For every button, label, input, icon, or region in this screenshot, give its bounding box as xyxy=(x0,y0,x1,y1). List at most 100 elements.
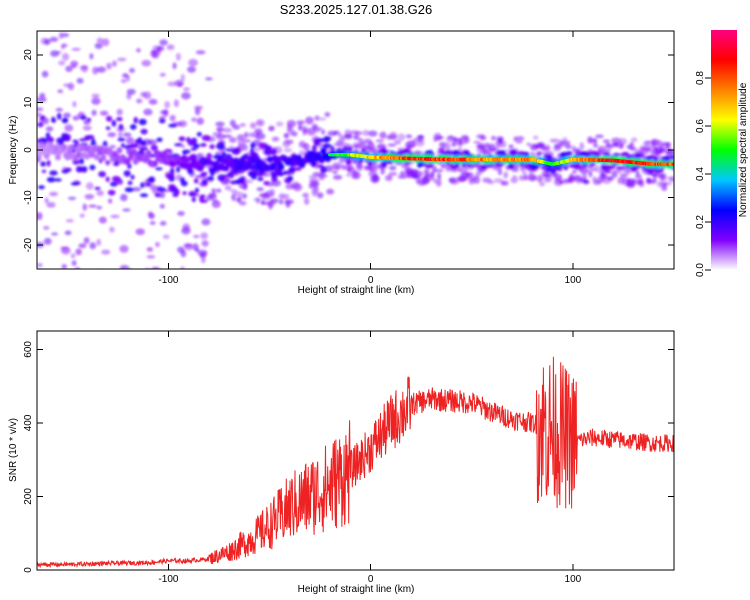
heatmap-cell xyxy=(124,187,134,193)
heatmap-cell xyxy=(433,178,438,184)
heatmap-cell xyxy=(46,159,51,167)
heatmap-cell xyxy=(112,60,117,67)
heatmap-cell xyxy=(126,92,132,100)
heatmap-cell xyxy=(426,175,435,181)
heatmap-cell xyxy=(588,138,598,144)
heatmap-cell xyxy=(549,138,560,143)
heatmap-cell xyxy=(60,246,69,250)
heatmap-cell xyxy=(316,138,326,143)
heatmap-cell xyxy=(80,115,87,120)
heatmap-cell xyxy=(138,118,147,126)
heatmap-cell xyxy=(190,147,197,151)
heatmap-cell xyxy=(92,66,99,75)
heatmap-cell xyxy=(106,62,112,70)
heatmap-cell xyxy=(148,176,156,183)
heatmap-cell xyxy=(119,264,130,269)
heatmap-cell xyxy=(511,175,518,179)
heatmap-cell xyxy=(522,170,527,175)
heatmap-cell xyxy=(195,175,200,179)
heatmap-cell xyxy=(346,146,353,152)
heatmap-cell xyxy=(243,131,249,139)
heatmap-cell xyxy=(255,119,265,127)
heatmap-cell xyxy=(205,176,215,181)
heatmap-cell xyxy=(170,167,175,175)
spectrogram-y-ticks: -20 -10 0 10 20 xyxy=(23,49,674,252)
heatmap-cell xyxy=(96,190,104,196)
heatmap-cell xyxy=(261,192,271,200)
heatmap-cell xyxy=(56,137,65,144)
heatmap-cell xyxy=(611,169,618,178)
heatmap-cell xyxy=(72,158,80,165)
heatmap-cell xyxy=(490,135,496,141)
heatmap-cell xyxy=(405,134,413,139)
heatmap-cell xyxy=(477,142,485,149)
heatmap-cell xyxy=(130,124,137,130)
heatmap-cell xyxy=(184,243,194,251)
colorbar-tick-label: 0.6 xyxy=(695,119,706,133)
heatmap-cell xyxy=(231,147,240,153)
heatmap-cell xyxy=(61,169,70,174)
heatmap-cell xyxy=(158,157,165,164)
heatmap-cell xyxy=(205,195,214,201)
heatmap-cell xyxy=(89,53,94,60)
heatmap-cell xyxy=(224,185,232,191)
heatmap-cell xyxy=(169,114,176,122)
heatmap-cell xyxy=(222,127,233,133)
heatmap-cell xyxy=(183,87,190,91)
heatmap-cell xyxy=(606,176,615,181)
heatmap-cell xyxy=(387,143,397,147)
heatmap-cell xyxy=(185,136,191,143)
heatmap-cell xyxy=(44,197,49,204)
heatmap-cell xyxy=(180,266,185,269)
heatmap-cell xyxy=(238,201,247,206)
heatmap-cell xyxy=(108,198,113,204)
heatmap-cell xyxy=(137,137,143,143)
heatmap-cell xyxy=(150,144,158,151)
heatmap-cell xyxy=(184,156,191,163)
heatmap-cell xyxy=(253,147,261,152)
heatmap-cell xyxy=(321,129,326,135)
heatmap-cell xyxy=(518,175,527,181)
heatmap-cell xyxy=(323,136,330,143)
heatmap-cell xyxy=(216,188,222,193)
heatmap-cell xyxy=(178,136,186,142)
heatmap-cell xyxy=(180,73,185,82)
heatmap-cell xyxy=(240,177,245,184)
heatmap-cell xyxy=(422,178,427,185)
heatmap-cell xyxy=(131,148,138,156)
heatmap-cell xyxy=(201,134,211,142)
heatmap-cell xyxy=(146,255,156,259)
heatmap-cell xyxy=(148,98,158,105)
heatmap-cell xyxy=(79,138,87,142)
heatmap-cell xyxy=(43,237,52,245)
heatmap-cell xyxy=(231,193,236,201)
heatmap-cell xyxy=(380,167,385,175)
heatmap-cell xyxy=(116,147,123,154)
heatmap-cell xyxy=(89,242,97,250)
y-tick-label: 200 xyxy=(23,488,34,505)
heatmap-cell xyxy=(221,151,226,157)
heatmap-cell xyxy=(197,165,204,172)
heatmap-cell xyxy=(45,126,54,132)
heatmap-cell xyxy=(589,167,597,171)
heatmap-cell xyxy=(263,172,271,177)
heatmap-cell xyxy=(417,135,424,143)
heatmap-cell xyxy=(200,171,208,176)
heatmap-cell xyxy=(143,108,153,116)
heatmap-cell xyxy=(191,117,197,122)
heatmap-cell xyxy=(266,156,273,163)
heatmap-cell xyxy=(254,128,263,135)
heatmap-cell xyxy=(228,137,237,143)
heatmap-cell xyxy=(630,137,638,143)
heatmap-cell xyxy=(639,152,644,158)
heatmap-cell xyxy=(637,178,643,186)
heatmap-cell xyxy=(229,169,236,176)
heatmap-cell xyxy=(515,140,523,144)
heatmap-cell xyxy=(70,182,79,186)
heatmap-cell xyxy=(119,245,129,253)
heatmap-cell xyxy=(117,137,126,142)
heatmap-cell xyxy=(64,230,72,236)
heatmap-cell xyxy=(271,173,278,179)
heatmap-cell xyxy=(386,135,392,140)
heatmap-cell xyxy=(237,195,242,201)
